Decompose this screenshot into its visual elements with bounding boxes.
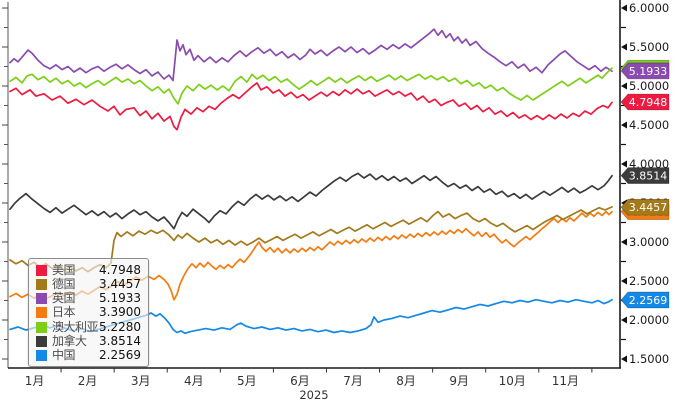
- x-month-label: 11月: [552, 374, 579, 388]
- legend-item-ca: 加拿大 3.8514: [36, 333, 141, 348]
- y-axis-tick-label: 5.0000: [629, 79, 669, 93]
- legend-color-chip-jp: [36, 307, 47, 319]
- legend-item-us: 美国 4.7948: [36, 264, 141, 277]
- axis-badge-label-us: 4.7948: [629, 96, 668, 109]
- legend-value-us: 4.7948: [99, 263, 141, 277]
- axis-badge-de: [620, 198, 670, 216]
- legend-color-chip-de: [36, 279, 47, 291]
- series-line-au: [9, 67, 613, 105]
- legend-item-au: 澳大利亚 5.2280: [36, 319, 141, 334]
- legend-country-label-cn: 中国: [52, 347, 76, 362]
- y-axis-major-tick: [621, 121, 627, 129]
- x-month-label: 5月: [237, 374, 257, 388]
- legend-item-cn: 中国 2.2569: [36, 347, 141, 362]
- legend-country-label-au: 澳大利亚: [52, 319, 99, 334]
- x-month-label: 4月: [184, 374, 204, 388]
- axis-badge-cn: [620, 291, 670, 309]
- y-axis-major-tick: [621, 82, 627, 90]
- axis-badge-ca: [620, 167, 670, 184]
- x-month-label: 3月: [131, 374, 151, 388]
- legend-country-label-ca: 加拿大: [52, 333, 87, 348]
- axis-badge-label-uk: 5.1933: [629, 65, 668, 78]
- legend-value-cn: 2.2569: [99, 347, 141, 362]
- y-axis-tick-label: 4.0000: [629, 157, 669, 171]
- legend-color-chip-au: [36, 321, 47, 333]
- x-month-label: 7月: [343, 374, 363, 388]
- y-axis-major-tick: [621, 277, 627, 285]
- legend-color-chip-ca: [36, 335, 47, 347]
- legend-item-de: 德国 3.4457: [36, 278, 141, 291]
- y-axis-major-tick: [621, 4, 627, 12]
- y-axis-major-tick: [621, 316, 627, 324]
- y-axis-tick-label: 1.5000: [629, 352, 669, 366]
- legend-country-label-jp: 日本: [52, 305, 76, 320]
- x-axis-year-label: 2025: [299, 388, 328, 402]
- legend-country-label-de: 德国: [52, 277, 76, 292]
- series-line-jp: [9, 210, 613, 301]
- legend-value-ca: 3.8514: [99, 333, 141, 348]
- y-axis-major-tick: [621, 43, 627, 51]
- y-axis-major-tick: [621, 355, 627, 363]
- y-axis-tick-label: 3.0000: [629, 235, 669, 249]
- x-month-label: 1月: [25, 374, 45, 388]
- y-axis-tick-label: 2.0000: [629, 313, 669, 327]
- axis-badge-label-cn: 2.2569: [629, 294, 668, 307]
- legend-item-jp: 日本 3.3900: [36, 306, 141, 319]
- legend-color-chip-cn: [36, 349, 47, 361]
- y-axis-tick-label: 6.0000: [629, 1, 669, 15]
- legend-value-uk: 5.1933: [99, 291, 141, 306]
- axis-badge-us: [620, 93, 670, 111]
- y-axis-major-tick: [621, 238, 627, 246]
- legend-item-uk: 英国 5.1933: [36, 292, 141, 305]
- y-axis-tick-label: 4.5000: [629, 118, 669, 132]
- x-month-label: 10月: [499, 374, 526, 388]
- series-line-uk: [9, 28, 613, 82]
- x-month-label: 2月: [78, 374, 98, 388]
- legend-value-jp: 3.3900: [99, 305, 141, 320]
- axis-badge-label-de: 3.4457: [629, 201, 668, 214]
- axis-badge-label-ca: 3.8514: [629, 170, 668, 183]
- legend-country-label-uk: 英国: [52, 291, 76, 306]
- legend-box: 美国 4.7948 德国 3.4457 英国 5.1933 日本 3.3900 澳大利亚 5.22…: [28, 258, 149, 367]
- y-axis-tick-label: 5.5000: [629, 40, 669, 54]
- legend-country-label-us: 美国: [52, 263, 76, 277]
- axis-badge-uk: [620, 62, 670, 80]
- series-line-ca: [9, 172, 613, 230]
- x-month-label: 9月: [449, 374, 469, 388]
- series-line-us: [9, 82, 613, 131]
- y-axis-major-tick: [621, 160, 627, 168]
- legend-color-chip-us: [36, 265, 47, 276]
- x-month-label: 6月: [290, 374, 310, 388]
- legend-color-chip-uk: [36, 293, 47, 305]
- x-month-label: 8月: [396, 374, 416, 388]
- legend-value-au: 5.2280: [99, 319, 141, 334]
- legend-value-de: 3.4457: [99, 277, 141, 292]
- y-axis-tick-label: 2.5000: [629, 274, 669, 288]
